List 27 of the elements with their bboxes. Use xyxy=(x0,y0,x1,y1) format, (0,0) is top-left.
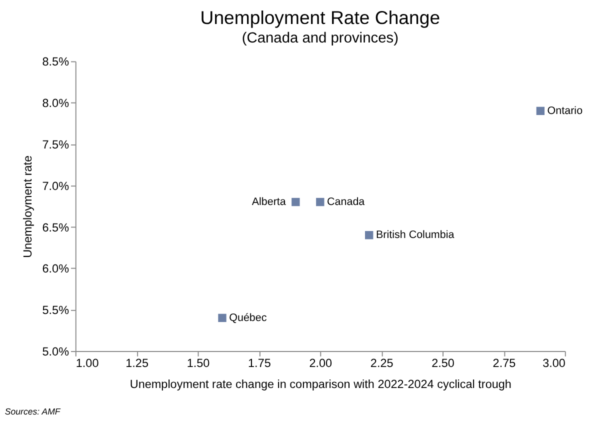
y-tick-label: 6.0% xyxy=(42,262,70,276)
y-tick-label: 5.0% xyxy=(42,345,70,358)
x-tick-label: 2.00 xyxy=(309,357,333,370)
chart-subtitle: (Canada and provinces) xyxy=(242,30,398,47)
x-tick-label: 3.00 xyxy=(542,357,566,370)
x-tick-label: 2.25 xyxy=(370,357,394,370)
y-tick-label: 8.0% xyxy=(42,97,70,110)
x-tick-label: 1.50 xyxy=(186,357,210,370)
y-tick-label: 8.5% xyxy=(42,56,70,69)
x-tick-label: 2.50 xyxy=(432,357,455,370)
annotation: Ontario xyxy=(547,104,583,117)
annotation: Canada xyxy=(327,196,365,208)
source-note: Sources: AMF xyxy=(4,406,61,417)
annotation: Québec xyxy=(229,312,268,324)
x-tick-label: 1.00 xyxy=(76,357,100,370)
annotation: British Columbia xyxy=(376,229,454,242)
x-axis-title: Unemployment rate change in comparison with 2022-2024 cyclical trough xyxy=(130,378,512,391)
x-tick-label: 1.75 xyxy=(248,357,272,370)
chart-title: Unemployment Rate Change xyxy=(200,7,440,28)
y-tick-label: 6.5% xyxy=(42,221,70,234)
y-tick-label: 7.0% xyxy=(42,180,70,193)
y-axis-title: Unemployment rate xyxy=(21,155,34,258)
x-tick-label: 1.25 xyxy=(126,357,149,370)
x-tick-label: 2.75 xyxy=(492,357,516,370)
annotation: Alberta xyxy=(252,196,286,208)
y-tick-label: 5.5% xyxy=(42,304,70,318)
y-tick-label: 7.5% xyxy=(42,138,70,152)
